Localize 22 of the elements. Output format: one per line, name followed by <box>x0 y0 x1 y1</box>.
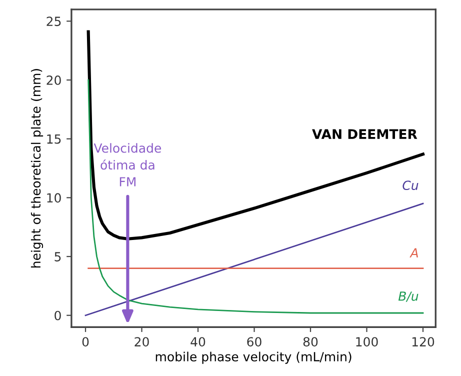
y-tick-label: 20 <box>46 75 61 85</box>
series-label: VAN DEEMTER <box>312 129 418 139</box>
y-tick-label: 25 <box>46 16 61 26</box>
x-tick-label: 20 <box>134 337 149 347</box>
line-series <box>86 30 425 240</box>
series-label: B/u <box>398 292 418 302</box>
annotation: Velocidade ótima da FM <box>94 143 162 186</box>
series-label: Cu <box>402 180 418 190</box>
x-tick-label: 40 <box>190 337 206 347</box>
line-series <box>88 79 424 314</box>
x-tick-label: 120 <box>412 337 434 347</box>
y-tick-label: 0 <box>54 310 61 320</box>
y-tick-label: 15 <box>47 134 61 144</box>
x-tick-label: 100 <box>356 337 378 347</box>
x-tick-label: 60 <box>247 337 262 347</box>
y-tick-label: 5 <box>54 252 61 262</box>
series-label: A <box>410 248 418 258</box>
y-axis-title: height of theoretical plate (mm) <box>30 69 44 268</box>
y-tick-label: 10 <box>47 193 61 203</box>
x-axis-title: mobile phase velocity (mL/min) <box>156 352 352 364</box>
x-tick-label: 0 <box>82 337 89 347</box>
x-tick-label: 80 <box>303 337 318 347</box>
